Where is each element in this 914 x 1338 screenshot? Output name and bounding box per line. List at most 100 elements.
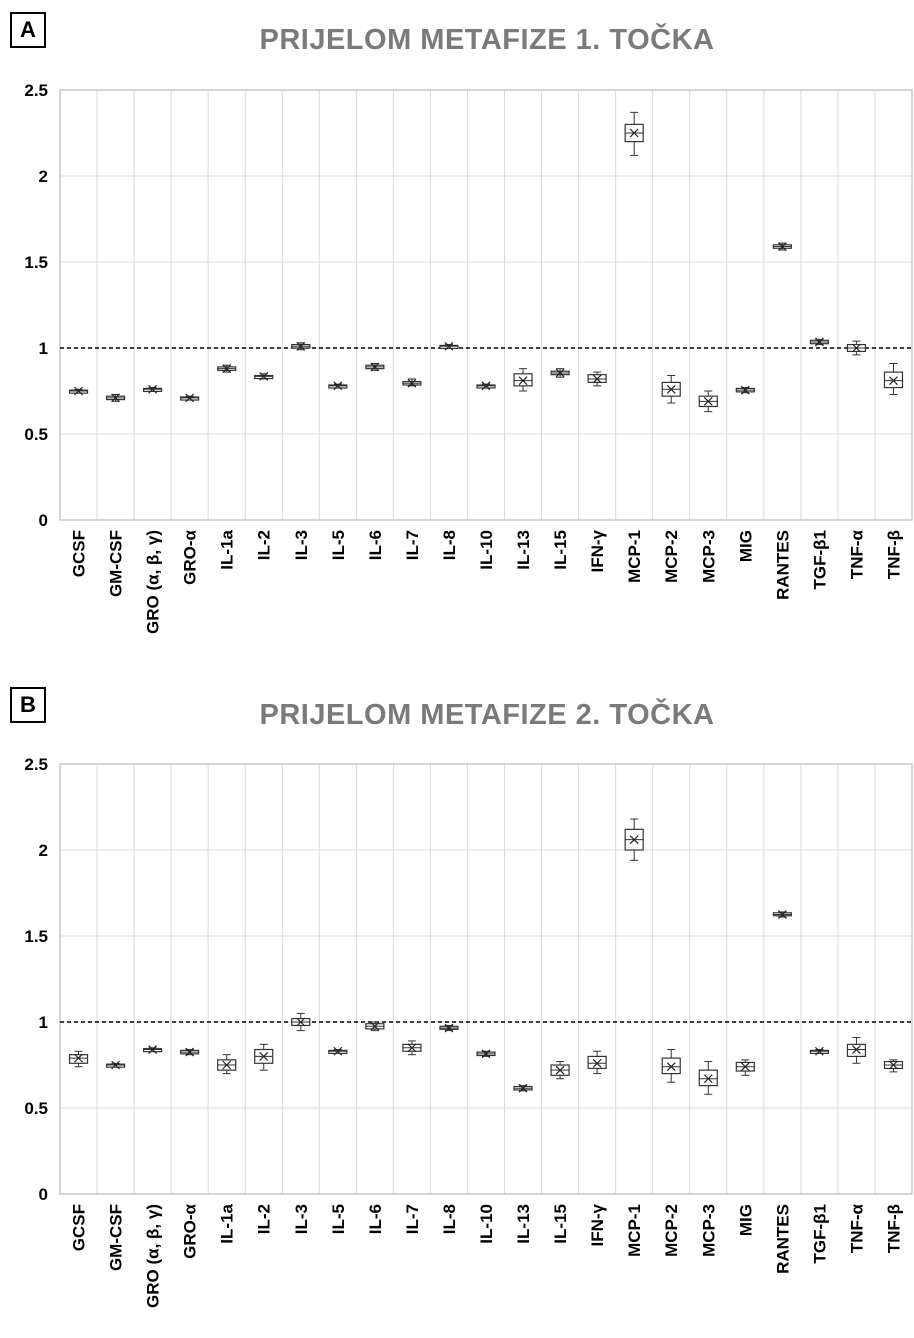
y-tick-label: 1.5	[24, 253, 48, 272]
box-IL-1a	[217, 364, 237, 374]
box-IL-10	[476, 1049, 496, 1059]
box-GCSF	[68, 1050, 89, 1068]
mean-marker	[629, 128, 639, 138]
box-GCSF	[68, 386, 89, 396]
box-IL-6	[365, 1021, 385, 1032]
x-tick-label: GRO (α, β, γ)	[144, 530, 163, 634]
x-tick-label: TNF-α	[847, 529, 866, 579]
mean-marker	[444, 341, 454, 351]
box-IL-5	[328, 381, 348, 391]
box-TGF-β1	[809, 337, 829, 347]
y-tick-label: 0	[39, 1185, 48, 1204]
mean-marker	[185, 1047, 195, 1057]
box-IL-13	[513, 1083, 533, 1093]
box-GRO (α, β, γ)	[143, 384, 163, 394]
box-MCP-2	[661, 375, 681, 404]
box-IL-8	[439, 1023, 459, 1033]
box-GRO-α	[180, 393, 200, 403]
x-tick-label: IL-13	[514, 1204, 533, 1244]
mean-marker	[703, 1074, 713, 1084]
chart-title: PRIJELOM METAFIZE 2. TOČKA	[259, 699, 715, 731]
x-tick-label: GRO-α	[181, 1203, 200, 1258]
x-tick-label: IL-3	[292, 1204, 311, 1234]
mean-marker	[370, 362, 380, 372]
mean-marker	[852, 343, 861, 353]
x-tick-label: IL-7	[403, 530, 422, 560]
box-IL-2	[254, 1043, 274, 1071]
mean-marker	[74, 386, 83, 396]
x-tick-label: IL-10	[477, 1204, 496, 1244]
x-tick-label: MCP-2	[662, 1204, 681, 1257]
mean-marker	[333, 381, 343, 391]
y-tick-label: 1	[39, 339, 48, 358]
x-tick-label: IL-6	[366, 530, 385, 560]
box-IL-5	[328, 1046, 348, 1056]
panel-label: B	[10, 687, 46, 723]
mean-marker	[407, 378, 417, 388]
mean-marker	[629, 835, 639, 845]
mean-marker	[555, 368, 565, 378]
mean-marker	[148, 384, 158, 394]
y-tick-label: 2.5	[24, 755, 48, 774]
x-tick-label: TGF-β1	[810, 1204, 829, 1263]
y-tick-label: 2.5	[24, 81, 48, 100]
box-TNF-α	[846, 1036, 867, 1064]
box-IL-7	[402, 378, 422, 388]
x-tick-label: TGF-β1	[810, 530, 829, 589]
box-MCP-3	[698, 1061, 718, 1095]
mean-marker	[703, 396, 713, 406]
x-tick-label: GCSF	[70, 1204, 89, 1251]
x-tick-label: IFN-γ	[588, 1203, 607, 1246]
box-TGF-β1	[809, 1046, 829, 1056]
box-TNF-α	[846, 340, 867, 356]
box-RANTES	[772, 910, 792, 919]
x-tick-label: MCP-3	[699, 1204, 718, 1257]
box-IL-10	[476, 381, 496, 391]
box-IL-15	[550, 1061, 570, 1080]
mean-marker	[222, 364, 232, 374]
panel-label: A	[10, 12, 46, 48]
chart-panel-b: B PRIJELOM METAFIZE 2. TOČKA 0 0.5 1 1.5 2 2.…	[0, 675, 914, 1338]
x-tick-label: GM-CSF	[107, 1204, 126, 1271]
x-tick-label: IL-7	[403, 1204, 422, 1234]
box-GM-CSF	[105, 393, 126, 403]
mean-marker	[592, 1058, 602, 1068]
mean-marker	[666, 1062, 676, 1072]
box-IL-13	[513, 368, 533, 392]
mean-marker	[889, 376, 898, 386]
box-MIG	[735, 385, 755, 395]
box-IL-15	[550, 368, 570, 378]
mean-marker	[222, 1060, 232, 1070]
mean-marker	[740, 1062, 750, 1072]
box-IFN-γ	[587, 371, 607, 387]
y-tick-label: 2	[39, 841, 48, 860]
box-GM-CSF	[105, 1060, 126, 1070]
box-plot-area: 0 0.5 1 1.5 2 2.5 GCSF GM-CSF GRO (α, β, γ) GRO-α…	[24, 755, 913, 1308]
box-MIG	[735, 1059, 755, 1076]
box-TNF-β	[883, 1059, 904, 1073]
mean-marker	[518, 376, 528, 386]
x-tick-label: IFN-γ	[588, 529, 607, 572]
chart-panel-a: A PRIJELOM METAFIZE 1. TOČKA 0 0.5 1 1.5 2 2.…	[10, 12, 913, 634]
box-GRO-α	[180, 1047, 200, 1057]
mean-marker	[666, 384, 676, 394]
x-tick-label: IL-8	[440, 1204, 459, 1234]
plot-frame	[59, 89, 913, 521]
mean-marker	[296, 341, 306, 351]
mean-marker	[111, 393, 120, 403]
x-tick-label: IL-1a	[218, 529, 237, 569]
mean-marker	[555, 1065, 565, 1075]
x-tick-label: IL-10	[477, 530, 496, 570]
box-iqr	[513, 373, 533, 387]
y-tick-label: 1.5	[24, 927, 48, 946]
box-MCP-3	[698, 390, 718, 413]
x-tick-label: IL-2	[255, 1204, 274, 1234]
y-tick-label: 0	[39, 511, 48, 530]
x-tick-label: MCP-1	[625, 1204, 644, 1257]
mean-marker	[592, 374, 602, 384]
mean-marker	[518, 1083, 528, 1093]
box-MCP-1	[624, 818, 644, 861]
box-iqr	[661, 1057, 681, 1075]
x-tick-label: GRO (α, β, γ)	[144, 1204, 163, 1308]
x-tick-label: MIG	[736, 530, 755, 562]
